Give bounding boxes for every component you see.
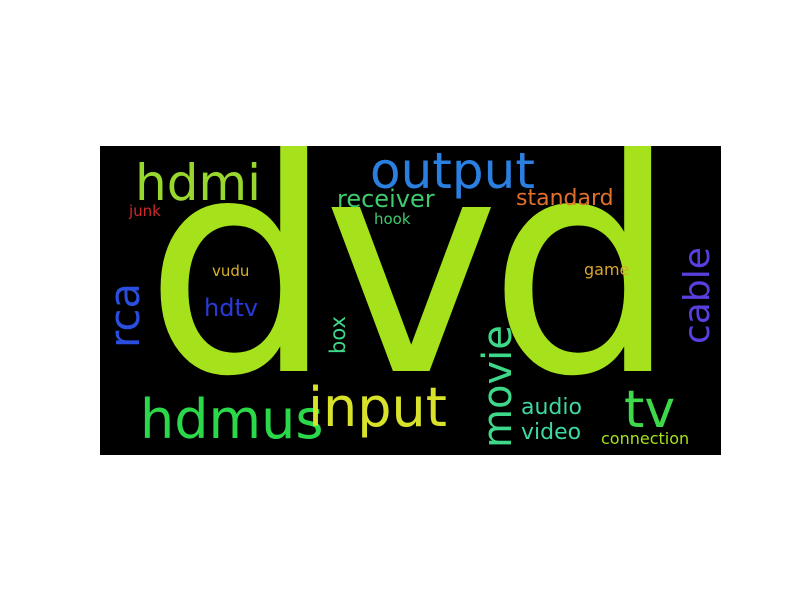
word-game: game xyxy=(584,260,630,279)
word-movie: movie xyxy=(475,325,521,448)
word-cloud: dvd output hdmi receiver standard junk h… xyxy=(100,146,721,455)
word-connection: connection xyxy=(601,429,690,448)
word-box: box xyxy=(326,316,350,354)
word-vudu: vudu xyxy=(212,262,250,280)
word-hook: hook xyxy=(374,210,411,228)
word-hdmi: hdmi xyxy=(135,154,262,212)
word-dvd: dvd xyxy=(144,146,678,442)
word-standard: standard xyxy=(516,186,614,211)
word-tv: tv xyxy=(624,380,676,440)
word-video: video xyxy=(521,420,582,445)
word-audio: audio xyxy=(521,395,582,420)
word-hdtv: hdtv xyxy=(204,294,259,322)
word-cable: cable xyxy=(677,247,718,344)
word-hdmus: hdmus xyxy=(140,388,324,451)
word-receiver: receiver xyxy=(337,185,435,213)
word-rca: rca xyxy=(100,282,149,348)
word-input: input xyxy=(308,376,447,439)
word-output: output xyxy=(370,146,535,200)
word-junk: junk xyxy=(129,202,161,220)
